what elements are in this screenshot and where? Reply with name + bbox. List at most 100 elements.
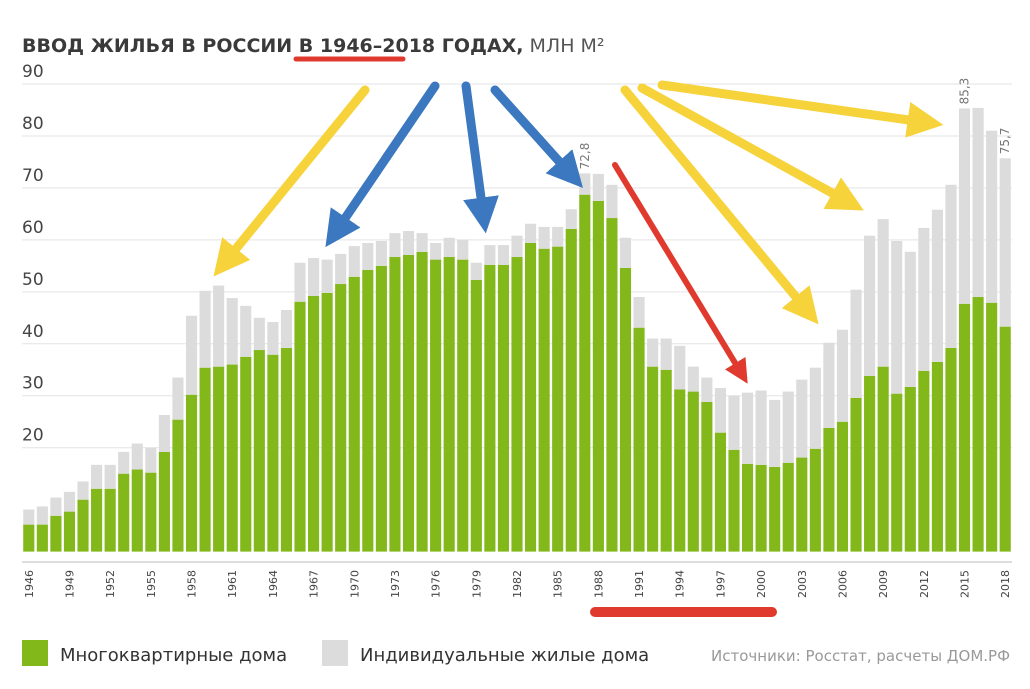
- bar-segment: [958, 108, 971, 304]
- bar-segment: [253, 350, 265, 552]
- total-label: 72,8: [578, 143, 592, 170]
- x-tick-label: 1991: [633, 570, 646, 598]
- bar-segment: [50, 515, 62, 552]
- bar-segment: [443, 257, 455, 552]
- bar-segment: [755, 464, 767, 552]
- bar-segment: [213, 285, 225, 367]
- x-tick-label: 2018: [999, 570, 1012, 598]
- bar-segment: [402, 231, 415, 255]
- bar-segment: [999, 158, 1011, 327]
- bar-segment: [484, 245, 496, 265]
- arrow: [461, 81, 499, 234]
- legend-label: Индивидуальные жилые дома: [360, 645, 649, 666]
- bar-segment: [430, 259, 442, 552]
- x-tick-label: 1967: [308, 570, 321, 598]
- bar-segment: [389, 257, 401, 552]
- bar-segment: [565, 228, 577, 552]
- bar-segment: [185, 394, 198, 552]
- bar-segment: [280, 347, 293, 552]
- bar-segment: [864, 375, 876, 552]
- source: Источники: Росстат, расчеты ДОМ.РФ: [711, 647, 1010, 665]
- x-tick-label: 2000: [755, 570, 768, 598]
- bar-segment: [213, 366, 225, 552]
- bar-segment: [755, 390, 767, 465]
- bar-segment: [904, 386, 916, 552]
- bar-segment: [823, 342, 835, 428]
- bar-segment: [741, 392, 754, 464]
- bar-segment: [294, 301, 306, 552]
- bar-segment: [50, 497, 62, 516]
- x-tick-label: 1958: [186, 570, 199, 598]
- bar-segment: [158, 451, 170, 552]
- bar-segment: [660, 338, 672, 370]
- bar-segment: [931, 361, 943, 552]
- x-tick-label: 1952: [104, 570, 117, 598]
- bar-segment: [782, 462, 794, 552]
- bar-segment: [457, 259, 469, 552]
- bar-segment: [91, 464, 103, 489]
- legend-label: Многоквартирные дома: [60, 645, 287, 666]
- bar-segment: [321, 259, 333, 293]
- bar-segment: [552, 226, 564, 247]
- bar-segment: [552, 246, 564, 552]
- bar-segment: [416, 233, 428, 252]
- bar-segment: [619, 267, 632, 552]
- x-tick-label: 1961: [226, 570, 239, 598]
- x-tick-label: 1973: [389, 570, 402, 598]
- bar-segment: [77, 499, 89, 552]
- bar-segment: [606, 218, 618, 552]
- bar-segment: [240, 356, 252, 552]
- bar-segment: [335, 284, 347, 552]
- bar-segment: [660, 369, 672, 552]
- bar-segment: [809, 367, 821, 449]
- bar-segment: [348, 276, 360, 552]
- bar-segment: [430, 242, 442, 260]
- total-label: 85,3: [958, 78, 972, 105]
- bar-segment: [741, 463, 754, 552]
- bar-segment: [36, 524, 48, 552]
- y-tick-label: 90: [22, 62, 44, 82]
- x-tick-label: 1976: [430, 570, 443, 598]
- bar-segment: [606, 184, 618, 219]
- x-tick-label: 1949: [63, 570, 76, 598]
- bar-segment: [619, 237, 632, 268]
- bar-segment: [199, 290, 211, 368]
- legend-swatch: [322, 640, 348, 666]
- bar-segment: [280, 310, 293, 348]
- bar-segment: [457, 239, 469, 260]
- bar-segment: [497, 245, 509, 265]
- bar-segment: [511, 257, 523, 552]
- x-tick-label: 2015: [959, 570, 972, 598]
- bar-segment: [714, 432, 726, 552]
- bar-segment: [294, 262, 306, 302]
- arrow: [620, 85, 819, 325]
- bar-segment: [592, 200, 604, 552]
- bar-segment: [904, 251, 916, 387]
- bar-segment: [986, 130, 998, 303]
- bar-segment: [891, 240, 903, 394]
- bar-segment: [633, 297, 645, 328]
- chart-title: ВВОД ЖИЛЬЯ В РОССИИ В 1946–2018 ГОДАХ, МЛ…: [22, 35, 605, 57]
- bar-segment: [850, 397, 862, 552]
- bar-segment: [172, 419, 184, 552]
- y-tick-label: 50: [22, 270, 44, 290]
- bar-segment: [335, 253, 347, 285]
- bar-segment: [63, 511, 76, 552]
- plot: 20 30 40 50 60 70 80 90 1946 1949 1952 1955 1958 1961…: [22, 62, 1012, 598]
- arrow: [213, 85, 370, 277]
- x-tick-label: 1946: [23, 570, 36, 598]
- bar-segment: [674, 389, 686, 552]
- bar-segment: [172, 377, 184, 420]
- bar-segment: [931, 209, 943, 362]
- bar-segment: [538, 248, 550, 552]
- bar-segment: [945, 347, 957, 552]
- x-tick-label: 1955: [145, 570, 158, 598]
- bar-segment: [823, 427, 835, 552]
- bar-segment: [769, 466, 781, 552]
- bar-segment: [538, 226, 550, 249]
- y-tick-label: 20: [22, 426, 44, 446]
- bar-segment: [185, 315, 198, 395]
- bar-segment: [958, 303, 971, 552]
- y-tick-label: 30: [22, 374, 44, 394]
- bar-segment: [118, 473, 130, 552]
